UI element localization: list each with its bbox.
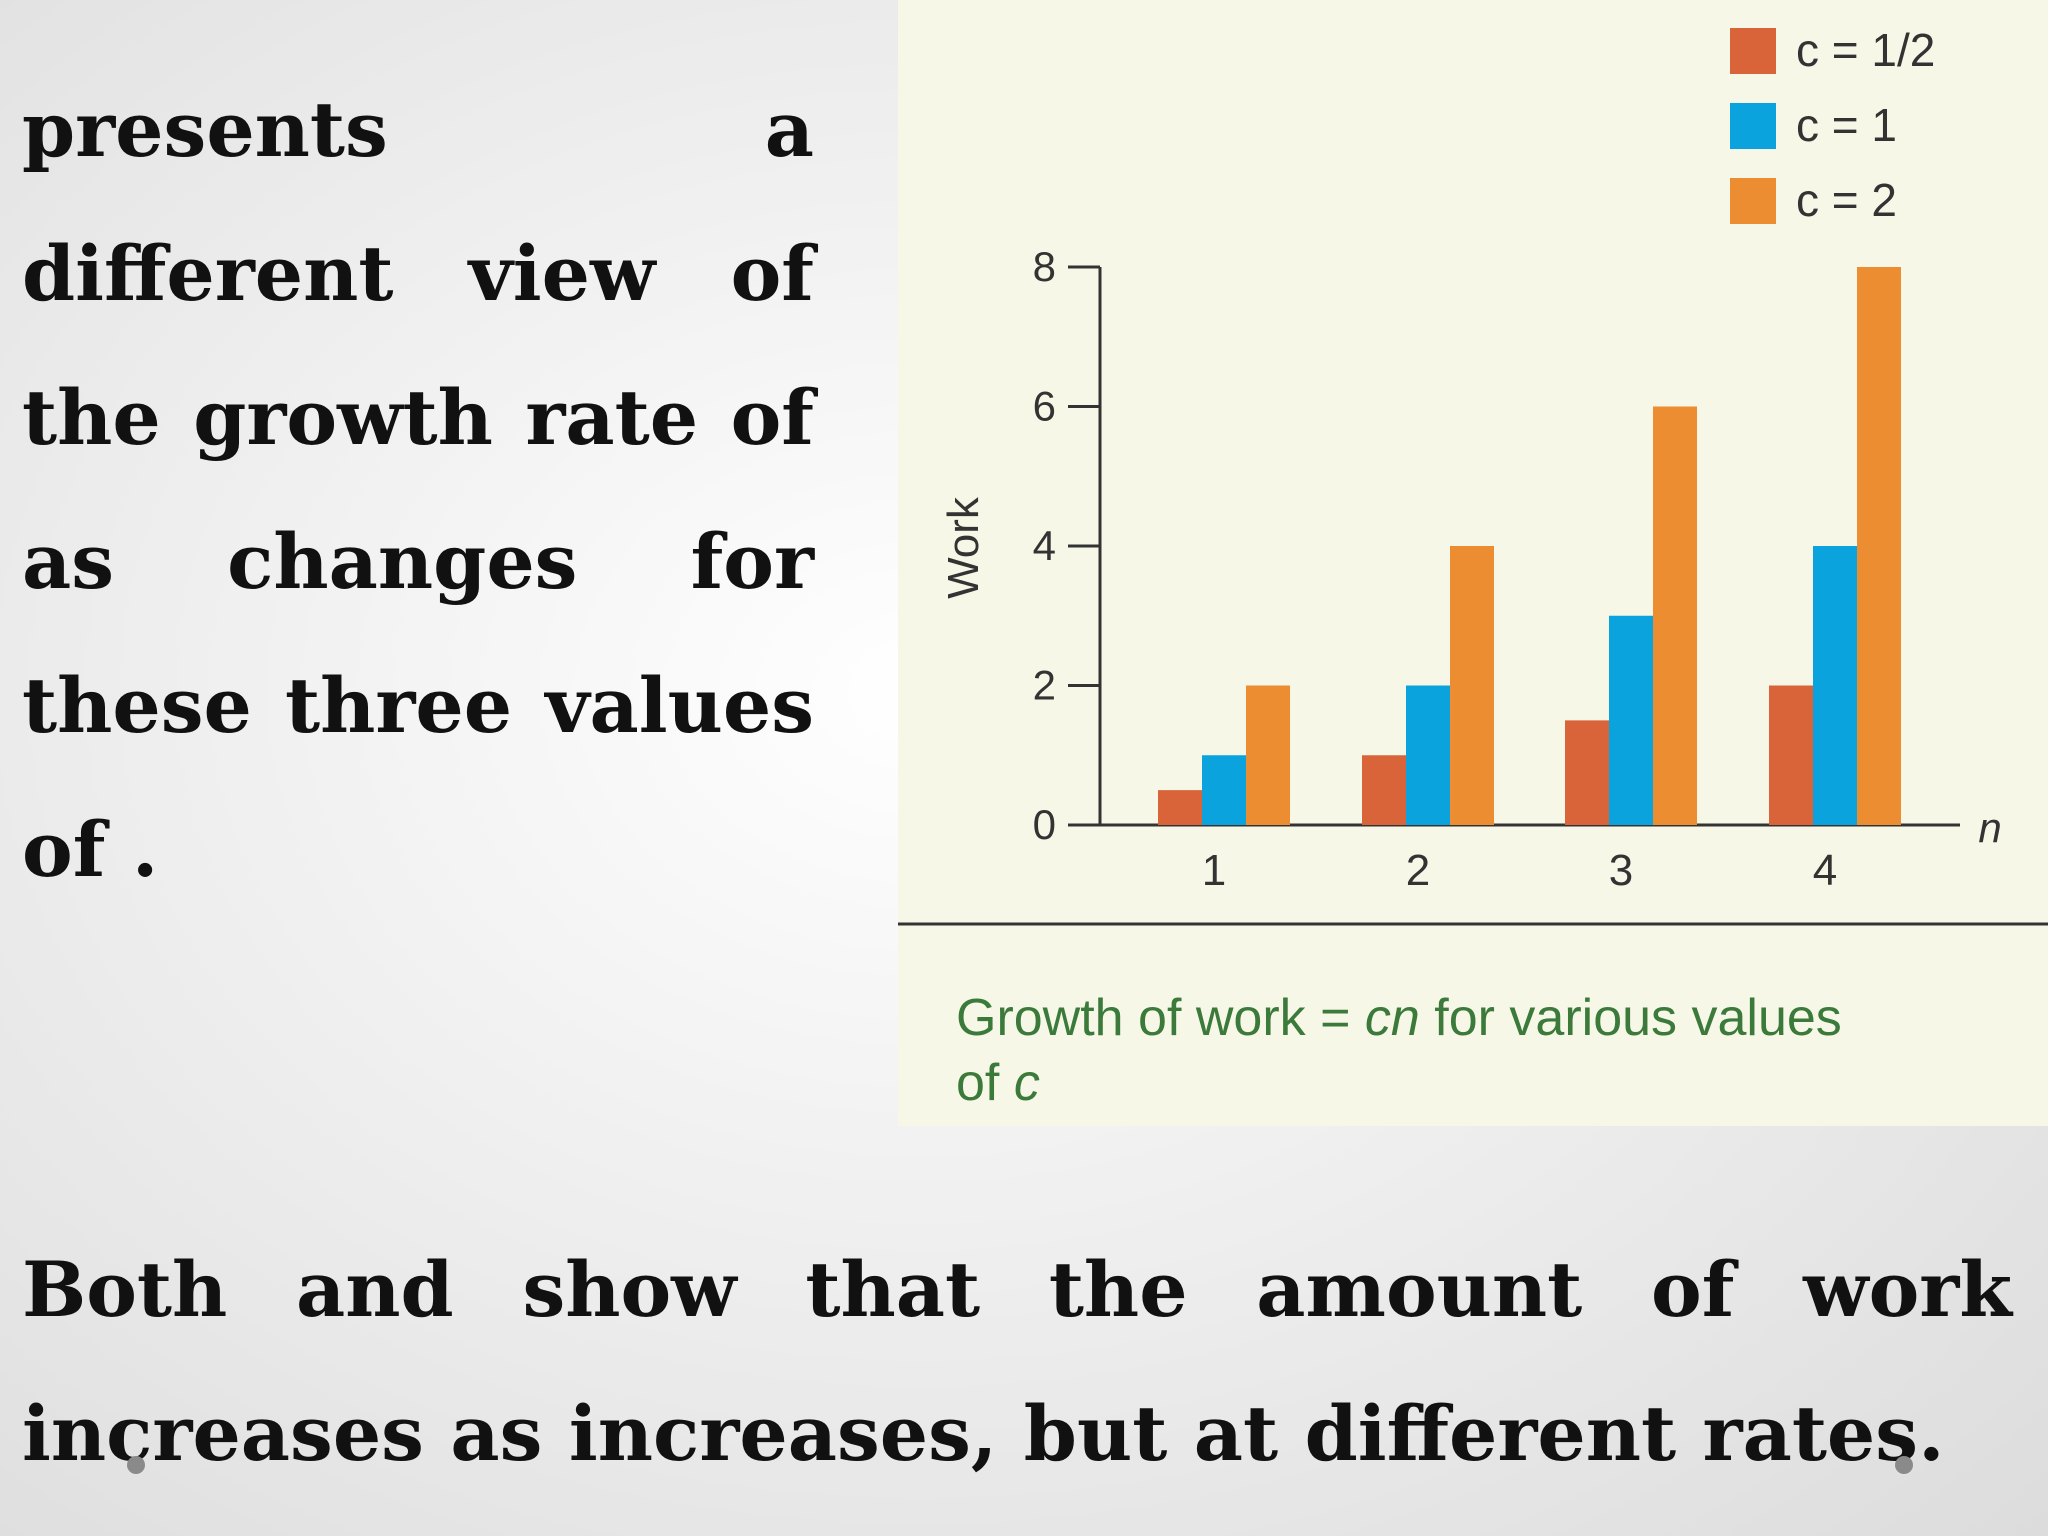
bar-3-2 [1450,546,1494,825]
legend: c = 1/2 c = 1 c = 2 [1730,24,1935,226]
bar-2-1 [1202,755,1246,825]
bar-3-3 [1653,406,1697,825]
y-tick-label: 8 [1033,243,1056,290]
y-axis-label: Work [939,496,988,599]
bar-3-1 [1246,685,1290,825]
caption-line-2: of c [956,1054,1040,1112]
axes: 0 2 4 6 8 1 2 3 4 Work n [939,243,2002,895]
y-tick-label: 0 [1033,801,1056,848]
slide-bullet-dot-right [1895,1456,1913,1474]
slide-bullet-dot-left [127,1456,145,1474]
legend-label: c = 2 [1796,174,1897,226]
chart-panel: 0 2 4 6 8 1 2 3 4 Work n c = 1/2 c = 1 c = 2 Growth … [898,0,2048,1126]
bar-1-1 [1158,790,1202,825]
x-tick-label: 2 [1406,846,1430,895]
bar-1-3 [1565,720,1609,825]
y-tick-label: 2 [1033,662,1056,709]
bar-1-4 [1769,685,1813,825]
legend-swatch [1730,103,1776,149]
bar-2-3 [1609,615,1653,825]
bar-chart: 0 2 4 6 8 1 2 3 4 Work n c = 1/2 c = 1 c = 2 Growth … [898,24,2048,1112]
x-axis-label: n [1978,804,2001,851]
x-tick-label: 1 [1202,846,1226,895]
y-tick-label: 6 [1033,383,1056,430]
x-tick-label: 3 [1609,846,1633,895]
caption-text: for various values [1420,989,1842,1047]
y-tick-label: 4 [1033,522,1056,569]
bar-2-4 [1813,546,1857,825]
slide-paragraph-2: Both and show that the amount of work in… [22,1245,2012,1478]
legend-swatch [1730,178,1776,224]
caption-text: Growth of work = [956,989,1365,1047]
bar-3-4 [1857,267,1901,825]
caption-emphasis: cn [1365,989,1420,1047]
bar-2-2 [1406,685,1450,825]
bars [1158,267,1901,825]
legend-swatch [1730,28,1776,74]
legend-label: c = 1 [1796,99,1897,151]
x-tick-label: 4 [1813,846,1837,895]
caption-line-1: Growth of work = cn for various values [956,989,1842,1047]
caption-text: of [956,1054,1014,1112]
caption-variable: c [1014,1054,1040,1112]
legend-label: c = 1/2 [1796,24,1935,76]
slide-paragraph-1: presents a different view of the growth … [22,85,814,894]
bar-1-2 [1362,755,1406,825]
